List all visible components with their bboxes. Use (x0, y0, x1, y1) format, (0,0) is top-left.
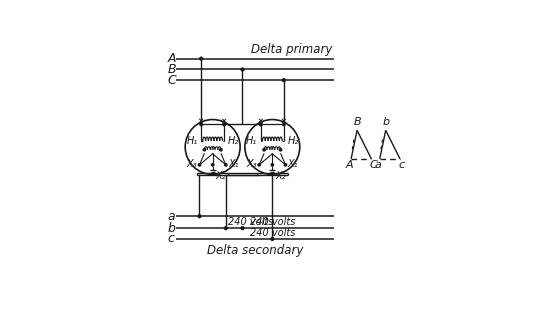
Text: b: b (382, 117, 389, 127)
Text: H₂: H₂ (228, 136, 239, 146)
Circle shape (211, 164, 214, 166)
Text: B: B (167, 63, 176, 76)
Circle shape (203, 148, 206, 151)
Circle shape (271, 237, 274, 240)
Circle shape (263, 148, 265, 151)
Circle shape (219, 148, 222, 151)
Text: H₁: H₁ (246, 136, 257, 146)
Circle shape (241, 227, 244, 230)
Circle shape (282, 79, 285, 82)
Circle shape (223, 123, 226, 126)
Text: X₂: X₂ (275, 171, 285, 181)
Circle shape (279, 148, 282, 151)
Circle shape (198, 215, 201, 218)
Text: X₂: X₂ (216, 171, 226, 181)
Text: a: a (375, 160, 381, 170)
Text: X₁: X₁ (288, 159, 299, 169)
Circle shape (283, 123, 285, 126)
Text: B: B (353, 117, 361, 127)
Text: X₃: X₃ (186, 159, 197, 169)
Circle shape (241, 68, 244, 71)
Text: c: c (167, 232, 174, 246)
Text: X₁: X₁ (228, 159, 239, 169)
Text: X₃: X₃ (246, 159, 257, 169)
Circle shape (284, 164, 287, 166)
Text: H₂: H₂ (288, 136, 299, 146)
Circle shape (224, 227, 227, 230)
Circle shape (260, 123, 262, 126)
Text: 240 volts: 240 volts (228, 217, 273, 227)
Circle shape (200, 123, 202, 126)
Text: C: C (167, 74, 176, 87)
Circle shape (260, 123, 262, 126)
Text: A: A (345, 160, 353, 170)
Circle shape (224, 164, 227, 166)
Text: 240 volts: 240 volts (250, 217, 295, 227)
Text: a: a (167, 210, 175, 223)
Text: c: c (399, 160, 405, 170)
Circle shape (258, 164, 260, 166)
Text: b: b (167, 222, 175, 235)
Circle shape (200, 57, 202, 60)
Text: H₁: H₁ (186, 136, 197, 146)
Text: C: C (370, 160, 377, 170)
Text: A: A (167, 52, 176, 65)
Text: 240 volts: 240 volts (250, 228, 295, 238)
Circle shape (223, 123, 226, 126)
Text: Delta primary: Delta primary (251, 43, 332, 56)
Text: Delta secondary: Delta secondary (207, 244, 304, 257)
Circle shape (271, 164, 273, 166)
Circle shape (199, 164, 201, 166)
